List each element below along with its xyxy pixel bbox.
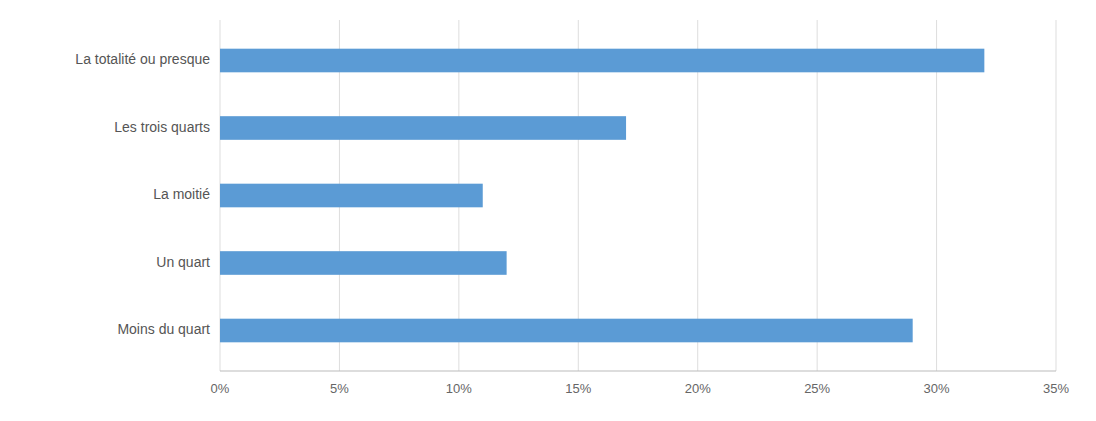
grid-line <box>1056 20 1057 371</box>
x-axis-line <box>220 371 1056 372</box>
x-axis: 0% 5% 10% 15% 20% 25% 30% 35% <box>211 371 1070 396</box>
bar <box>220 251 507 275</box>
grid-line <box>697 20 698 371</box>
bars <box>220 49 984 343</box>
y-axis: Moins du quart Un quart La moitié Les trois… <box>75 51 210 337</box>
y-tick-label: La totalité ou presque <box>75 51 210 67</box>
bar <box>220 319 913 343</box>
grid <box>220 20 1056 371</box>
x-tick-label: 25% <box>804 381 830 396</box>
chart-container: 0% 5% 10% 15% 20% 25% 30% 35% Moins du quart Un q… <box>0 0 1096 421</box>
x-tick-label: 15% <box>565 381 591 396</box>
chart: 0% 5% 10% 15% 20% 25% 30% 35% Moins du quart Un q… <box>0 0 1096 421</box>
x-tick-label: 35% <box>1043 381 1069 396</box>
x-tick-label: 20% <box>685 381 711 396</box>
grid-line <box>936 20 937 371</box>
x-tick-label: 0% <box>211 381 230 396</box>
x-tick-label: 5% <box>330 381 349 396</box>
bar <box>220 116 626 140</box>
bar <box>220 184 483 208</box>
x-tick-label: 10% <box>446 381 472 396</box>
y-tick-label: La moitié <box>153 186 210 202</box>
grid-line <box>817 20 818 371</box>
grid-line <box>578 20 579 371</box>
y-tick-label: Les trois quarts <box>114 119 210 135</box>
x-tick-label: 30% <box>924 381 950 396</box>
y-tick-label: Moins du quart <box>117 321 210 337</box>
y-tick-label: Un quart <box>156 254 210 270</box>
bar <box>220 49 984 73</box>
